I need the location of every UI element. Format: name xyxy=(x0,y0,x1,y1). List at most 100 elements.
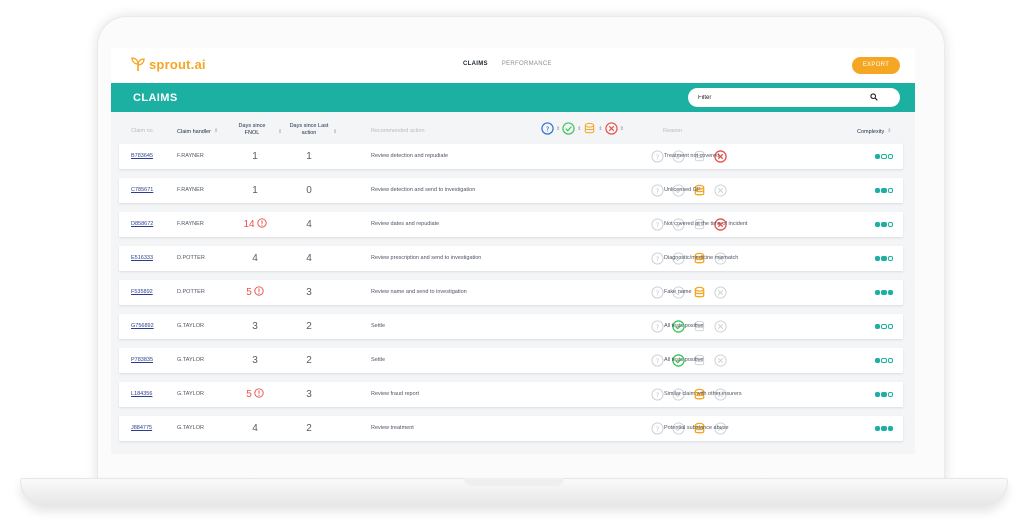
logo[interactable]: sprout.ai xyxy=(131,56,206,72)
claim-number-link[interactable]: L184356 xyxy=(131,391,153,397)
investigate-icon[interactable] xyxy=(693,252,706,265)
days-since-last-action: 2 xyxy=(306,423,312,434)
svg-text:?: ? xyxy=(656,356,660,365)
check-icon[interactable] xyxy=(672,252,685,265)
table-row[interactable]: B783645 F.RAYNER 1 1 Review detection and re… xyxy=(119,144,903,169)
table-row[interactable]: D858672 F.RAYNER 14 4 Review dates and repud… xyxy=(119,212,903,237)
table-row[interactable]: C785671 F.RAYNER 1 0 Review detection and se… xyxy=(119,178,903,203)
check-icon[interactable] xyxy=(672,354,685,367)
check-icon[interactable] xyxy=(672,150,685,163)
alert-icon xyxy=(255,218,267,230)
sort-icon[interactable]: ⇕ xyxy=(213,128,219,134)
check-icon[interactable] xyxy=(672,388,685,401)
reject-icon[interactable] xyxy=(714,184,727,197)
complexity-segment xyxy=(875,324,881,329)
reject-icon[interactable] xyxy=(714,354,727,367)
search-icon[interactable] xyxy=(870,93,878,101)
question-icon[interactable]: ? xyxy=(541,122,554,135)
filter-input[interactable] xyxy=(698,92,868,103)
table-row[interactable]: F535892 D.POTTER 5 3 Review name and send to… xyxy=(119,280,903,305)
question-icon[interactable]: ? xyxy=(651,422,664,435)
col-reason: Reason xyxy=(663,128,682,134)
reject-icon[interactable] xyxy=(714,252,727,265)
check-icon[interactable] xyxy=(672,218,685,231)
question-icon[interactable]: ? xyxy=(651,354,664,367)
question-icon[interactable]: ? xyxy=(651,286,664,299)
check-icon[interactable] xyxy=(562,122,575,135)
complexity-segment xyxy=(881,256,887,261)
check-icon[interactable] xyxy=(672,422,685,435)
complexity-segment xyxy=(887,358,893,363)
sort-icon[interactable]: ⇕ xyxy=(278,129,283,135)
question-icon[interactable]: ? xyxy=(651,320,664,333)
sort-icon[interactable]: ⇕ xyxy=(577,125,582,132)
claim-number-link[interactable]: B783645 xyxy=(131,153,154,159)
col-days-last-action[interactable]: Days since Last action xyxy=(285,123,333,137)
claim-number-link[interactable]: G756892 xyxy=(131,323,154,329)
export-button[interactable]: EXPORT xyxy=(852,57,900,74)
tab-claims[interactable]: CLAIMS xyxy=(463,61,488,67)
investigate-icon[interactable] xyxy=(693,422,706,435)
claim-number-link[interactable]: E516333 xyxy=(131,255,154,261)
reject-icon[interactable] xyxy=(604,122,618,135)
reject-icon[interactable] xyxy=(714,286,727,299)
investigate-icon[interactable] xyxy=(693,354,706,367)
investigate-icon[interactable] xyxy=(693,286,706,299)
claim-handler: G.TAYLOR xyxy=(177,357,204,363)
filter-box[interactable] xyxy=(688,88,900,107)
question-icon[interactable]: ? xyxy=(651,218,664,231)
complexity-segment xyxy=(887,188,893,193)
reject-icon[interactable] xyxy=(714,388,727,401)
col-claim-handler[interactable]: Claim handler ⇕ xyxy=(177,128,218,136)
complexity-indicator xyxy=(875,290,893,295)
col-days-fnol[interactable]: Days since FNOL xyxy=(237,123,267,137)
sort-icon[interactable]: ⇕ xyxy=(598,125,603,132)
days-since-fnol-value: 5 xyxy=(246,287,252,298)
investigate-icon[interactable] xyxy=(693,150,706,163)
sort-icon[interactable]: ⇕ xyxy=(887,128,892,134)
question-icon[interactable]: ? xyxy=(651,184,664,197)
complexity-segment xyxy=(875,222,881,227)
reject-icon[interactable] xyxy=(714,320,727,333)
investigate-icon[interactable] xyxy=(693,218,706,231)
investigate-icon[interactable] xyxy=(693,184,706,197)
days-since-last-action: 3 xyxy=(306,389,312,400)
complexity-segment xyxy=(875,154,881,159)
question-icon[interactable]: ? xyxy=(651,150,664,163)
table-row[interactable]: G756892 G.TAYLOR 3 2 Settle? All tests positi… xyxy=(119,314,903,339)
status-filter-icons: ? ⇕ ⇕ ⇕ ⇕ xyxy=(541,122,625,135)
investigate-icon[interactable] xyxy=(583,122,596,135)
recommended-action: Settle xyxy=(371,357,386,363)
table-row[interactable]: J884775 G.TAYLOR 4 2 Review treatment? Potent… xyxy=(119,416,903,441)
question-icon[interactable]: ? xyxy=(651,252,664,265)
table-row[interactable]: E516333 D.POTTER 4 4 Review prescription and… xyxy=(119,246,903,271)
check-icon[interactable] xyxy=(672,184,685,197)
recommended-action: Review name and send to investigation xyxy=(371,289,467,295)
table-row[interactable]: P783835 G.TAYLOR 3 2 Settle? All tests positi… xyxy=(119,348,903,373)
check-icon[interactable] xyxy=(672,320,685,333)
days-since-fnol: 14 xyxy=(237,212,273,237)
complexity-indicator xyxy=(875,256,893,261)
sort-icon[interactable]: ⇕ xyxy=(619,125,624,132)
check-icon[interactable] xyxy=(672,286,685,299)
question-icon[interactable]: ? xyxy=(651,388,664,401)
claim-number-link[interactable]: D858672 xyxy=(131,221,154,227)
investigate-icon[interactable] xyxy=(693,388,706,401)
complexity-segment xyxy=(875,392,881,397)
reject-icon[interactable] xyxy=(714,218,727,231)
status-icons: ? xyxy=(651,286,727,299)
claim-number-link[interactable]: F535892 xyxy=(131,289,153,295)
claim-number-link[interactable]: P783835 xyxy=(131,357,154,363)
sort-icon[interactable]: ⇕ xyxy=(556,125,561,132)
tab-performance[interactable]: PERFORMANCE xyxy=(501,61,552,67)
sort-icon[interactable]: ⇕ xyxy=(333,129,338,135)
col-complexity[interactable]: Complexity ⇕ xyxy=(857,128,891,136)
reject-icon[interactable] xyxy=(714,422,727,435)
claim-number-link[interactable]: J884775 xyxy=(131,425,153,431)
reject-icon[interactable] xyxy=(714,150,727,163)
recommended-action: Settle xyxy=(371,323,386,329)
table-row[interactable]: L184356 G.TAYLOR 5 3 Review fraud report? Sim… xyxy=(119,382,903,407)
investigate-icon[interactable] xyxy=(693,320,706,333)
claim-number-link[interactable]: C785671 xyxy=(131,187,154,193)
